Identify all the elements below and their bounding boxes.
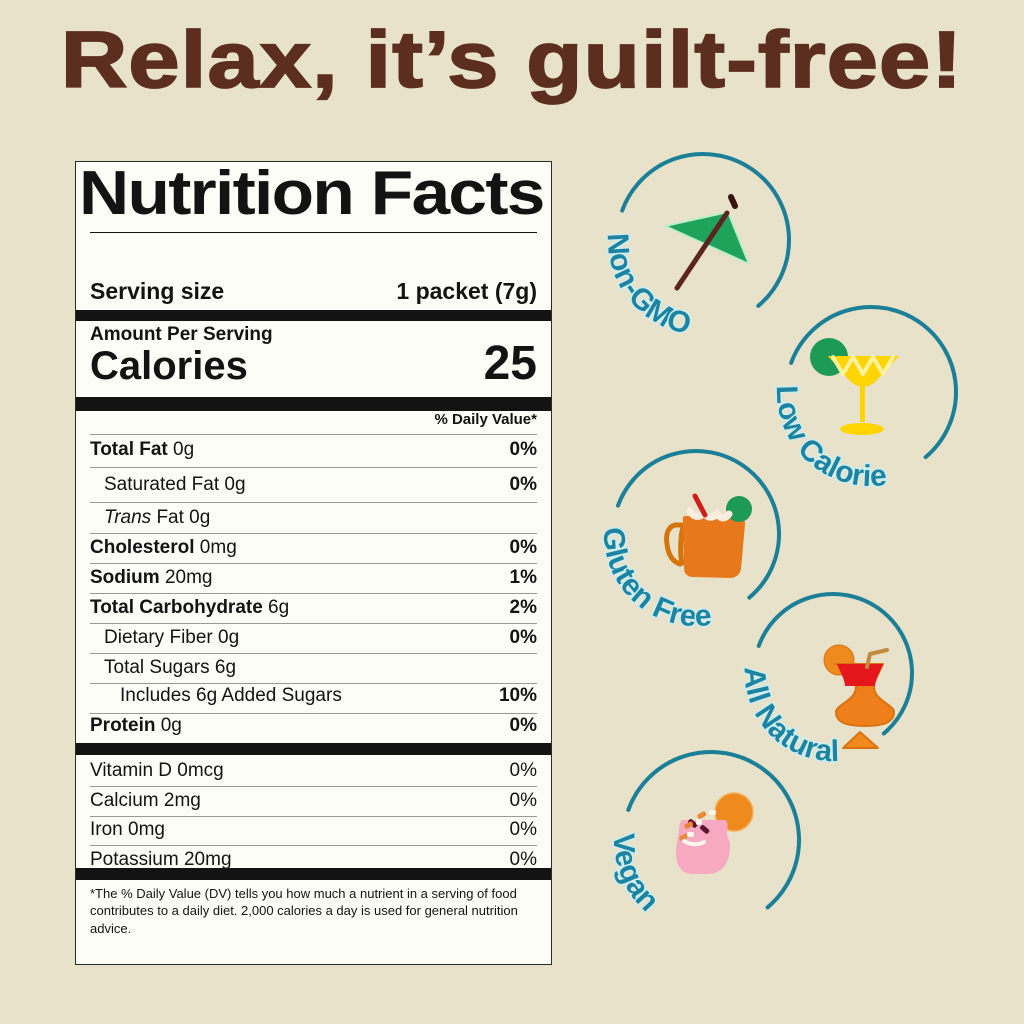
svg-text:All Natural: All Natural (738, 666, 840, 769)
svg-text:Low Calorie: Low Calorie (770, 385, 888, 493)
svg-text:Vegan: Vegan (607, 833, 666, 918)
